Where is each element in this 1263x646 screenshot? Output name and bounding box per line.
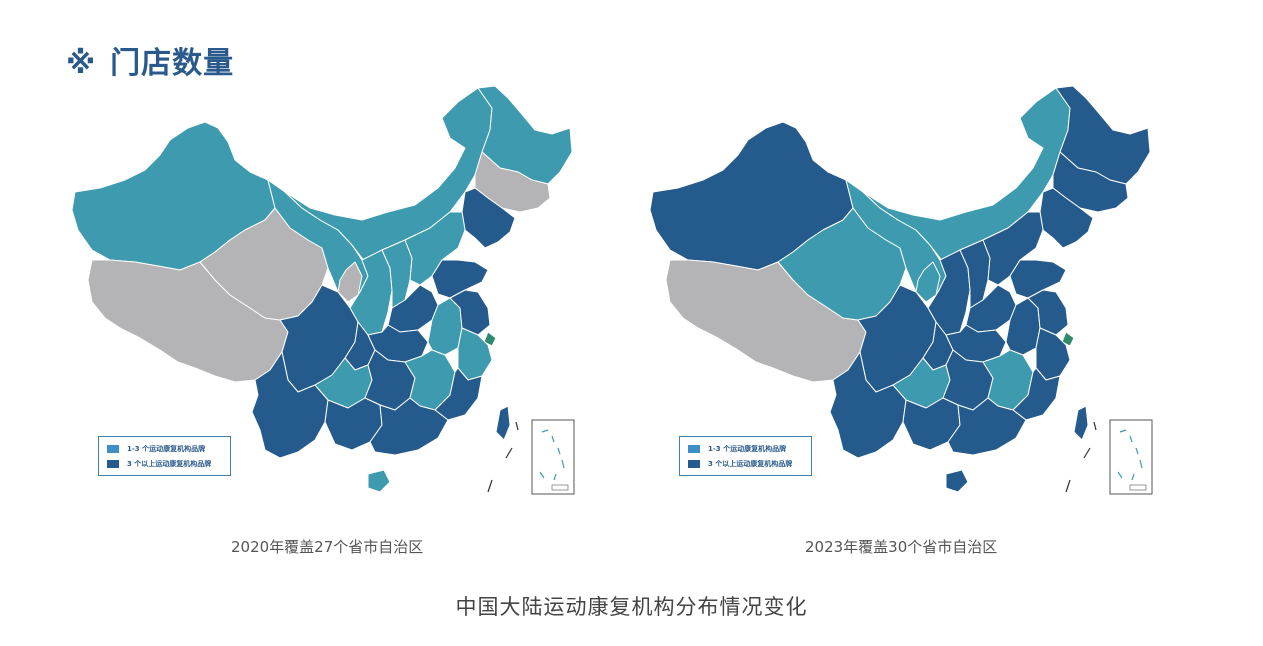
region-heilongjiang	[477, 85, 573, 185]
legend-swatch-light	[107, 444, 119, 453]
region-yunnan	[251, 351, 329, 459]
islands	[487, 421, 519, 493]
south-china-sea-inset	[1109, 419, 1153, 495]
legend-item: 3 个以上运动康复机构品牌	[107, 456, 222, 471]
region-fujian	[434, 367, 483, 421]
region-liaoning	[1039, 187, 1094, 249]
region-jiangsu	[449, 289, 491, 336]
region-taiwan	[495, 405, 511, 441]
region-yunnan	[829, 351, 907, 459]
legend-swatch-dark	[688, 459, 700, 468]
map-legend: 1-3 个运动康复机构品牌 3 个以上运动康复机构品牌	[98, 436, 231, 476]
legend-item: 1-3 个运动康复机构品牌	[107, 441, 222, 456]
region-shanghai	[483, 331, 497, 347]
islands	[1065, 421, 1097, 493]
south-china-sea-inset	[531, 419, 575, 495]
region-taiwan	[1073, 405, 1089, 441]
region-shanghai	[1061, 331, 1075, 347]
region-ningxia	[337, 261, 363, 303]
region-hebei	[404, 211, 466, 286]
region-shandong	[431, 259, 489, 299]
legend-label: 3 个以上运动康复机构品牌	[127, 459, 212, 468]
legend-item: 1-3 个运动康复机构品牌	[688, 441, 803, 456]
legend-swatch-dark	[107, 459, 119, 468]
region-fujian	[1012, 367, 1061, 421]
map-panel-2020: 1-3 个运动康复机构品牌 3 个以上运动康复机构品牌	[70, 80, 590, 510]
region-guangdong	[947, 397, 1027, 456]
region-hebei	[982, 211, 1044, 286]
legend-label: 1-3 个运动康复机构品牌	[708, 444, 787, 453]
map-panel-2023: 1-3 个运动康复机构品牌 3 个以上运动康复机构品牌	[648, 80, 1168, 510]
region-shandong	[1009, 259, 1067, 299]
page-title-text: 门店数量	[110, 46, 235, 81]
china-map	[649, 85, 1153, 495]
reference-mark-icon: ※	[66, 46, 97, 81]
region-hainan	[367, 469, 391, 493]
figure-caption: 中国大陆运动康复机构分布情况变化	[455, 595, 808, 619]
map-caption-2020: 2020年覆盖27个省市自治区	[231, 538, 424, 556]
legend-label: 3 个以上运动康复机构品牌	[708, 459, 793, 468]
legend-item: 3 个以上运动康复机构品牌	[688, 456, 803, 471]
region-jiangsu	[1027, 289, 1069, 336]
map-caption-2023: 2023年覆盖30个省市自治区	[805, 538, 998, 556]
legend-label: 1-3 个运动康复机构品牌	[127, 444, 206, 453]
region-ningxia	[915, 261, 941, 303]
legend-swatch-light	[688, 444, 700, 453]
region-hainan	[945, 469, 969, 493]
page-title: ※ 门店数量	[66, 38, 234, 82]
map-legend: 1-3 个运动康复机构品牌 3 个以上运动康复机构品牌	[679, 436, 812, 476]
china-map	[71, 85, 575, 495]
region-liaoning	[461, 187, 516, 249]
region-heilongjiang	[1055, 85, 1151, 185]
region-guangdong	[369, 397, 449, 456]
